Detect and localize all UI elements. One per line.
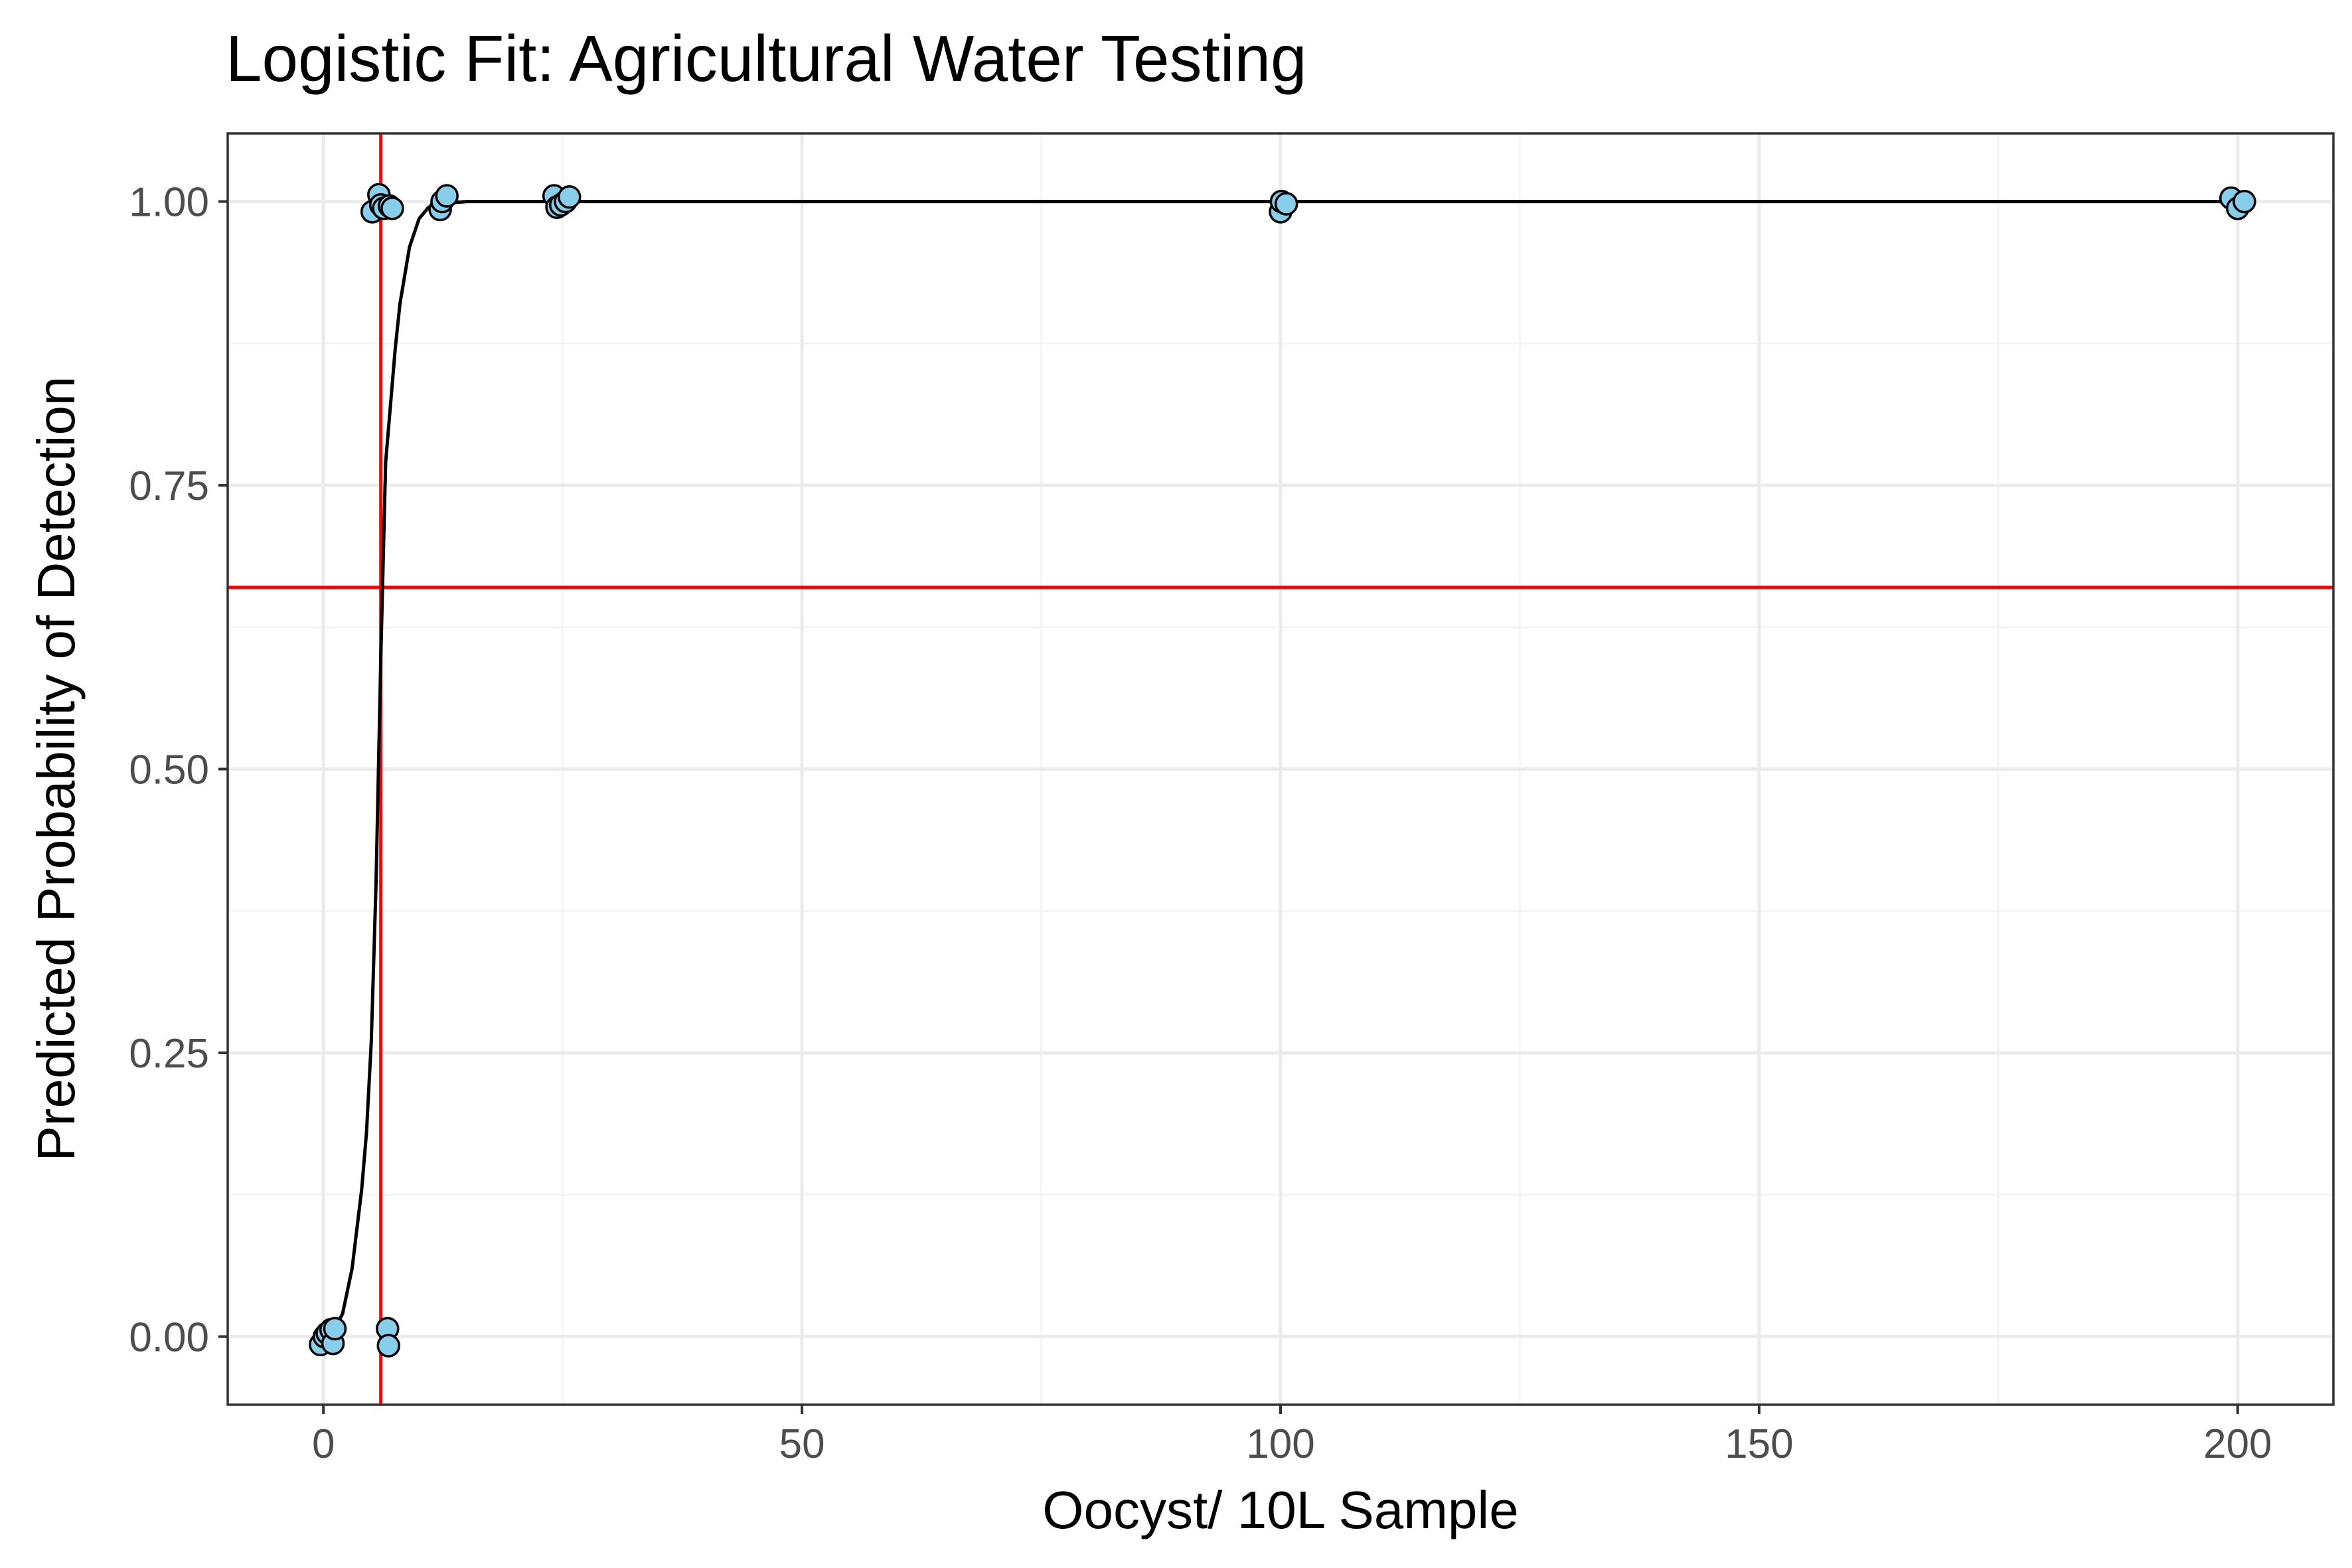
data-points bbox=[309, 183, 2256, 1358]
x-tick-label: 100 bbox=[1246, 1421, 1314, 1467]
data-point bbox=[1274, 192, 1298, 216]
x-axis-title: Oocyst/ 10L Sample bbox=[1042, 1480, 1518, 1539]
fit-curve bbox=[322, 200, 2238, 1338]
y-tick-label: 0.00 bbox=[129, 1314, 209, 1360]
data-point bbox=[435, 184, 459, 208]
y-tick-label: 0.75 bbox=[129, 463, 209, 509]
x-tick-label: 150 bbox=[1725, 1421, 1793, 1467]
data-point bbox=[376, 1334, 400, 1358]
data-point bbox=[323, 1316, 347, 1341]
y-tick-label: 0.50 bbox=[129, 747, 209, 793]
data-point bbox=[380, 196, 404, 220]
y-tick-label: 1.00 bbox=[129, 180, 209, 226]
x-tick-label: 0 bbox=[312, 1421, 335, 1467]
chart-title: Logistic Fit: Agricultural Water Testing bbox=[226, 22, 1307, 95]
plot-panel bbox=[226, 132, 2335, 1406]
reference-lines bbox=[228, 133, 2333, 1405]
x-tick-label: 200 bbox=[2203, 1421, 2272, 1467]
x-axis: 0 50 100 150 200 bbox=[312, 1405, 2272, 1467]
x-tick-label: 50 bbox=[779, 1421, 825, 1467]
data-point bbox=[557, 185, 582, 209]
y-axis: 0.00 0.25 0.50 0.75 1.00 bbox=[129, 180, 228, 1360]
y-axis-title: Predicted Probability of Detection bbox=[27, 376, 86, 1162]
y-tick-label: 0.25 bbox=[129, 1031, 209, 1077]
data-point bbox=[2233, 189, 2256, 214]
